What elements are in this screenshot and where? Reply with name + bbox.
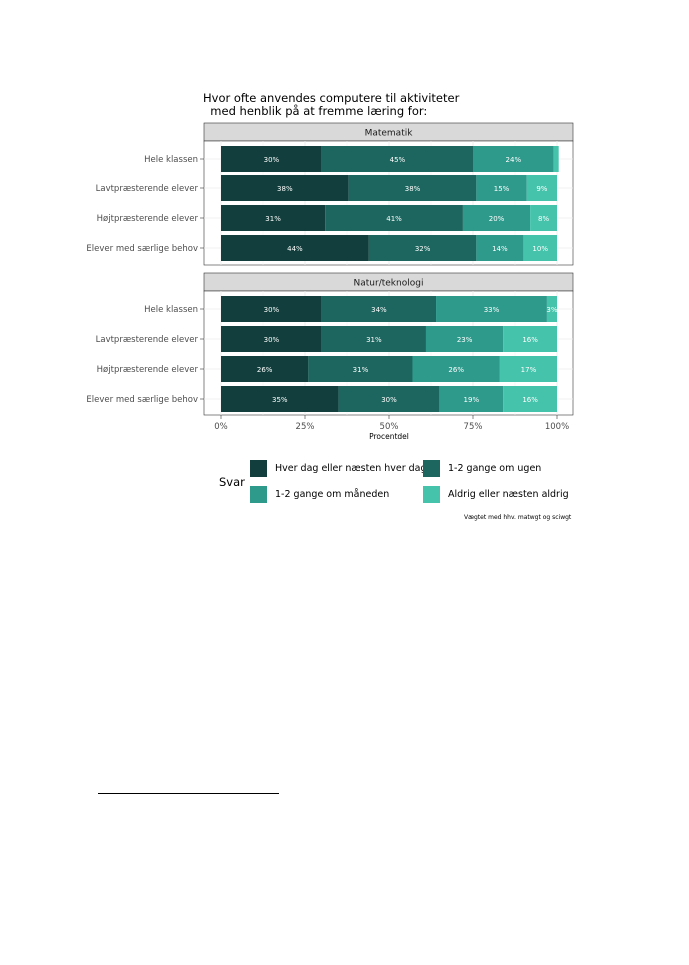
legend-label-daily: Hver dag eller næsten hver dag bbox=[275, 463, 427, 474]
bar-segment-natur-teknologi-1-3 bbox=[436, 296, 547, 322]
bar-label-natur-teknologi-1-3: 33% bbox=[484, 306, 500, 314]
legend-item-monthly: 1-2 gange om måneden bbox=[250, 486, 389, 503]
x-tick-label-25: 25% bbox=[296, 422, 315, 432]
category-label-matematik-3: Højtpræsterende elever bbox=[97, 214, 199, 224]
bar-segment-matematik-4-2 bbox=[368, 235, 477, 261]
bar-label-natur-teknologi-4-3: 19% bbox=[464, 396, 480, 404]
bar-label-matematik-1-2: 45% bbox=[390, 156, 406, 164]
bar-label-matematik-3-3: 20% bbox=[489, 215, 505, 223]
bar-segment-matematik-4-1 bbox=[221, 235, 369, 261]
bar-segment-matematik-2-3 bbox=[476, 175, 527, 201]
facet-strip-label-matematik: Matematik bbox=[365, 129, 414, 139]
bar-label-natur-teknologi-4-2: 30% bbox=[381, 396, 397, 404]
bar-label-natur-teknologi-4-1: 35% bbox=[272, 396, 288, 404]
bar-label-matematik-3-4: 8% bbox=[538, 215, 549, 223]
bar-label-matematik-4-4: 10% bbox=[532, 245, 548, 253]
x-tick-label-100: 100% bbox=[545, 422, 569, 432]
bar-label-natur-teknologi-3-3: 26% bbox=[448, 366, 464, 374]
legend-label-monthly: 1-2 gange om måneden bbox=[275, 489, 390, 500]
bar-segment-natur-teknologi-4-1 bbox=[221, 386, 339, 412]
legend-item-daily: Hver dag eller næsten hver dag bbox=[250, 460, 427, 477]
bar-label-matematik-1-1: 30% bbox=[264, 156, 280, 164]
category-label-natur-teknologi-3: Højtpræsterende elever bbox=[97, 365, 199, 375]
bar-segment-matematik-3-1 bbox=[221, 205, 326, 231]
bar-segment-natur-teknologi-1-4 bbox=[546, 296, 557, 322]
legend-swatch-monthly bbox=[250, 486, 267, 503]
x-tick-label-75: 75% bbox=[464, 422, 483, 432]
bar-segment-matematik-3-2 bbox=[325, 205, 463, 231]
bar-segment-natur-teknologi-4-2 bbox=[338, 386, 440, 412]
category-label-natur-teknologi-2: Lavtpræsterende elever bbox=[96, 335, 199, 345]
x-tick-label-50: 50% bbox=[380, 422, 399, 432]
bar-label-natur-teknologi-4-4: 16% bbox=[522, 396, 538, 404]
bar-segment-matematik-1-4 bbox=[553, 146, 559, 172]
bar-label-matematik-4-2: 32% bbox=[415, 245, 431, 253]
legend-swatch-weekly bbox=[423, 460, 440, 477]
x-axis-label: Procentdel bbox=[369, 432, 409, 441]
footnote-rule bbox=[98, 793, 279, 794]
legend-swatch-daily bbox=[250, 460, 267, 477]
chart-caption: Vægtet med hhv. matwgt og sciwgt bbox=[464, 514, 572, 521]
bar-segment-matematik-3-3 bbox=[462, 205, 531, 231]
bar-label-natur-teknologi-1-1: 30% bbox=[264, 306, 280, 314]
bar-label-natur-teknologi-1-2: 34% bbox=[371, 306, 387, 314]
bar-segment-natur-teknologi-3-2 bbox=[308, 356, 413, 382]
bar-label-matematik-4-1: 44% bbox=[287, 245, 303, 253]
category-label-natur-teknologi-1: Hele klassen bbox=[144, 305, 198, 315]
bar-label-natur-teknologi-2-4: 16% bbox=[522, 336, 538, 344]
legend-label-weekly: 1-2 gange om ugen bbox=[448, 463, 542, 474]
bar-segment-natur-teknologi-2-2 bbox=[321, 326, 426, 352]
bar-segment-natur-teknologi-2-3 bbox=[425, 326, 504, 352]
bar-segment-natur-teknologi-1-1 bbox=[221, 296, 322, 322]
bar-label-natur-teknologi-2-2: 31% bbox=[366, 336, 382, 344]
bar-label-matematik-3-1: 31% bbox=[265, 215, 281, 223]
bar-label-natur-teknologi-3-2: 31% bbox=[353, 366, 369, 374]
legend-label-never: Aldrig eller næsten aldrig bbox=[448, 489, 569, 500]
bar-label-matematik-4-3: 14% bbox=[492, 245, 508, 253]
bar-segment-matematik-3-4 bbox=[530, 205, 557, 231]
bar-segment-natur-teknologi-2-1 bbox=[221, 326, 322, 352]
legend-item-weekly: 1-2 gange om ugen bbox=[423, 460, 541, 477]
category-label-matematik-1: Hele klassen bbox=[144, 155, 198, 165]
bar-segment-matematik-4-3 bbox=[476, 235, 524, 261]
x-tick-label-0: 0% bbox=[214, 422, 228, 432]
bar-segment-matematik-2-2 bbox=[348, 175, 477, 201]
bar-segment-natur-teknologi-4-3 bbox=[439, 386, 504, 412]
bar-segment-natur-teknologi-2-4 bbox=[503, 326, 557, 352]
category-label-natur-teknologi-4: Elever med særlige behov bbox=[86, 395, 198, 405]
bar-label-natur-teknologi-1-4: 3% bbox=[546, 306, 557, 314]
bar-label-matematik-2-2: 38% bbox=[405, 185, 421, 193]
bar-label-matematik-3-2: 41% bbox=[386, 215, 402, 223]
bar-label-matematik-1-3: 24% bbox=[506, 156, 522, 164]
bar-label-natur-teknologi-3-4: 17% bbox=[521, 366, 537, 374]
bar-label-natur-teknologi-3-1: 26% bbox=[257, 366, 273, 374]
facet-strip-label-natur-teknologi: Natur/teknologi bbox=[354, 279, 424, 289]
bar-segment-natur-teknologi-3-1 bbox=[221, 356, 309, 382]
bar-segment-matematik-2-4 bbox=[526, 175, 557, 201]
bar-segment-natur-teknologi-4-4 bbox=[503, 386, 557, 412]
bar-label-matematik-2-3: 15% bbox=[494, 185, 510, 193]
legend-swatch-never bbox=[423, 486, 440, 503]
chart-title: Hvor ofte anvendes computere til aktivit… bbox=[203, 91, 460, 118]
bar-label-matematik-2-1: 38% bbox=[277, 185, 293, 193]
bar-segment-matematik-1-3 bbox=[473, 146, 554, 172]
bar-segment-natur-teknologi-3-3 bbox=[412, 356, 500, 382]
bar-segment-matematik-2-1 bbox=[221, 175, 349, 201]
bar-label-natur-teknologi-2-3: 23% bbox=[457, 336, 473, 344]
bar-segment-matematik-1-2 bbox=[321, 146, 473, 172]
bar-label-matematik-2-4: 9% bbox=[536, 185, 547, 193]
bar-segment-matematik-1-1 bbox=[221, 146, 322, 172]
category-label-matematik-4: Elever med særlige behov bbox=[86, 244, 198, 254]
bar-label-natur-teknologi-2-1: 30% bbox=[264, 336, 280, 344]
bar-segment-natur-teknologi-3-4 bbox=[499, 356, 557, 382]
legend-title: Svar bbox=[219, 475, 245, 489]
category-label-matematik-2: Lavtpræsterende elever bbox=[96, 184, 199, 194]
bar-segment-natur-teknologi-1-2 bbox=[321, 296, 437, 322]
bar-segment-matematik-4-4 bbox=[523, 235, 557, 261]
legend-item-never: Aldrig eller næsten aldrig bbox=[423, 486, 569, 503]
